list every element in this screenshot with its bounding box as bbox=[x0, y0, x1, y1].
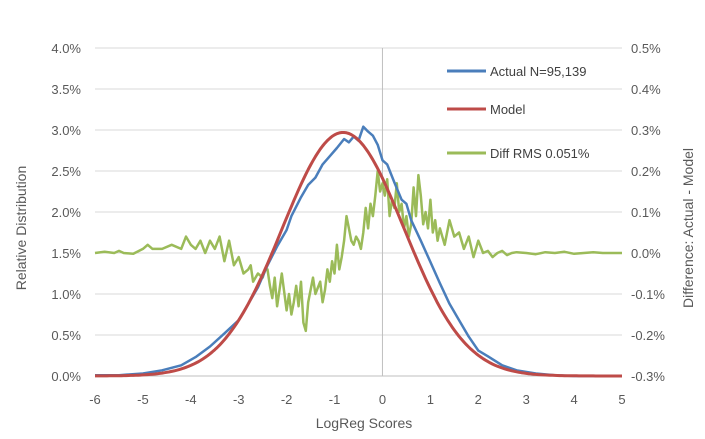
series-line-actual bbox=[95, 125, 622, 378]
series-line-diff bbox=[94, 169, 622, 333]
x-tick-label: 4 bbox=[570, 392, 577, 407]
x-axis-ticks: -6 -5 -4 -3 -2 -1 0 1 2 3 4 5 bbox=[89, 392, 625, 407]
y2-tick-label: 0.5% bbox=[631, 41, 661, 56]
y2-tick-label: 0.2% bbox=[631, 164, 661, 179]
y-tick-label: 3.0% bbox=[51, 123, 81, 138]
x-tick-label: -1 bbox=[329, 392, 341, 407]
legend-label: Actual N=95,139 bbox=[490, 64, 586, 79]
y-tick-label: 2.0% bbox=[51, 205, 81, 220]
y2-tick-label: 0.1% bbox=[631, 205, 661, 220]
legend-label: Model bbox=[490, 102, 526, 117]
y2-tick-label: 0.4% bbox=[631, 82, 661, 97]
y-tick-label: 0.5% bbox=[51, 328, 81, 343]
gridlines bbox=[95, 47, 622, 377]
x-tick-label: 0 bbox=[379, 392, 386, 407]
y2-tick-label: 0.0% bbox=[631, 246, 661, 261]
y-tick-label: 4.0% bbox=[51, 41, 81, 56]
legend: Actual N=95,139 Model Diff RMS 0.051% bbox=[447, 64, 590, 161]
y-axis-ticks: 0.0% 0.5% 1.0% 1.5% 2.0% 2.5% 3.0% 3.5% 4.0% bbox=[51, 41, 81, 384]
x-tick-label: -4 bbox=[185, 392, 197, 407]
y2-axis-title: Difference: Actual - Model bbox=[680, 148, 696, 308]
y-axis-title: Relative Distribution bbox=[13, 166, 29, 291]
y2-tick-label: -0.1% bbox=[631, 287, 665, 302]
x-axis-title: LogReg Scores bbox=[316, 415, 413, 431]
y-tick-label: 1.5% bbox=[51, 246, 81, 261]
y-tick-label: 0.0% bbox=[51, 369, 81, 384]
y2-tick-label: -0.3% bbox=[631, 369, 665, 384]
legend-label: Diff RMS 0.051% bbox=[490, 146, 590, 161]
series bbox=[94, 125, 622, 378]
x-tick-label: 3 bbox=[523, 392, 530, 407]
y-tick-label: 2.5% bbox=[51, 164, 81, 179]
series-line-model bbox=[95, 131, 622, 378]
x-tick-label: -6 bbox=[89, 392, 101, 407]
x-tick-label: 5 bbox=[618, 392, 625, 407]
y-tick-label: 1.0% bbox=[51, 287, 81, 302]
y2-tick-label: 0.3% bbox=[631, 123, 661, 138]
y-tick-label: 3.5% bbox=[51, 82, 81, 97]
x-tick-label: 1 bbox=[427, 392, 434, 407]
x-tick-label: -3 bbox=[233, 392, 245, 407]
x-tick-label: -2 bbox=[281, 392, 293, 407]
x-tick-label: -5 bbox=[137, 392, 149, 407]
y2-tick-label: -0.2% bbox=[631, 328, 665, 343]
x-tick-label: 2 bbox=[475, 392, 482, 407]
y2-axis-ticks: -0.3% -0.2% -0.1% 0.0% 0.1% 0.2% 0.3% 0.4% 0.5% bbox=[631, 41, 665, 384]
